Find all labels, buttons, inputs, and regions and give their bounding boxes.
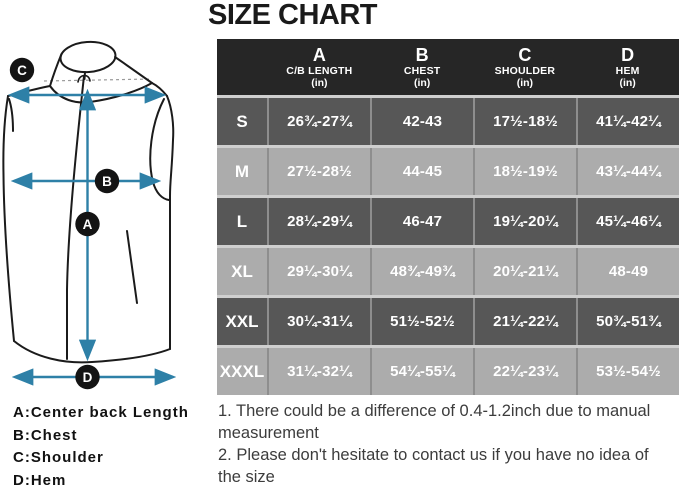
- cell-value: 20¼-21¼: [475, 248, 576, 295]
- cell-value: 31¼-32¼: [269, 348, 370, 395]
- header-unit: (in): [413, 76, 431, 89]
- cell-value: 50¾-51¾: [578, 298, 679, 345]
- marker-c-circle: [9, 57, 35, 83]
- cell-value: 43¼-44¼: [578, 148, 679, 195]
- header-label: CHEST: [403, 65, 441, 77]
- header-label: C/B LENGTH: [286, 65, 353, 77]
- marker-d-label: D: [83, 370, 93, 385]
- cell-value: 29¼-30¼: [269, 248, 370, 295]
- right-armhole-curve: [149, 98, 170, 201]
- size-label: XXXL: [217, 348, 267, 395]
- cell-value: 46-47: [372, 198, 473, 245]
- note-1: 1. There could be a difference of 0.4-1.…: [218, 402, 651, 442]
- left-side-seam: [2, 95, 15, 342]
- marker-a-circle: [75, 211, 100, 237]
- header-label: HEM: [615, 65, 640, 77]
- diagram-markers: C B A D: [9, 57, 120, 390]
- cell-value: 41¼-42¼: [578, 98, 679, 145]
- pocket-line: [126, 230, 138, 304]
- table-row-l: L 28¼-29¼ 46-47 19¼-20¼ 45¼-46¼: [217, 198, 679, 245]
- collar-left-edge: [49, 53, 63, 87]
- size-table-header: A C/B LENGTH (in) B CHEST (in) C SHOULDE…: [217, 39, 679, 95]
- legend-c: C:Shoulder: [13, 449, 104, 466]
- header-label: SHOULDER: [494, 65, 556, 77]
- marker-b-label: B: [102, 174, 112, 189]
- header-col-d: D HEM (in): [576, 46, 679, 88]
- cell-value: 26¾-27¾: [269, 98, 370, 145]
- cell-value: 51½-52½: [372, 298, 473, 345]
- cell-value: 27½-28½: [269, 148, 370, 195]
- cell-value: 44-45: [372, 148, 473, 195]
- table-row-xxxl: XXXL 31¼-32¼ 54¼-55¼ 22¼-23¼ 53½-54½: [217, 348, 679, 395]
- size-label: XXL: [217, 298, 267, 345]
- header-col-a: A C/B LENGTH (in): [268, 46, 371, 88]
- size-label: S: [217, 98, 267, 145]
- header-unit: (in): [311, 76, 328, 89]
- marker-a-label: A: [83, 217, 93, 232]
- table-row-m: M 27½-28½ 44-45 18½-19½ 43¼-44¼: [217, 148, 679, 195]
- cell-value: 22¼-23¼: [475, 348, 576, 395]
- size-table: A C/B LENGTH (in) B CHEST (in) C SHOULDE…: [217, 39, 679, 395]
- header-letter: A: [312, 45, 326, 65]
- cell-value: 30¼-31¼: [269, 298, 370, 345]
- size-label: XL: [217, 248, 267, 295]
- collar-bottom-edge: [49, 82, 153, 104]
- cell-value: 42-43: [372, 98, 473, 145]
- header-letter: D: [621, 45, 635, 65]
- marker-c-label: C: [17, 63, 27, 78]
- collar-seam-dashed-line: [43, 78, 153, 82]
- legend-b: B:Chest: [13, 426, 78, 444]
- table-row-xl: XL 29¼-30¼ 48¾-49¾ 20¼-21¼ 48-49: [217, 248, 679, 295]
- header-letter: C: [518, 45, 532, 65]
- size-label: L: [217, 198, 267, 245]
- cell-value: 17½-18½: [475, 98, 576, 145]
- cell-value: 45¼-46¼: [578, 198, 679, 245]
- page-title: SIZE CHART: [208, 0, 378, 31]
- hem-curve: [13, 340, 171, 364]
- vest-diagram: C B A D: [2, 40, 177, 390]
- notes: 1. There could be a difference of 0.4-1.…: [218, 400, 654, 488]
- collar-top: [59, 40, 117, 74]
- cell-value: 54¼-55¼: [372, 348, 473, 395]
- size-label: M: [217, 148, 267, 195]
- collar-right-edge: [114, 56, 153, 84]
- table-row-s: S 26¾-27¾ 42-43 17½-18½ 41¼-42¼: [217, 98, 679, 145]
- legend-a: A:Center back Length: [13, 404, 189, 421]
- marker-d-circle: [75, 364, 100, 390]
- legend-d: D:Hem: [13, 471, 67, 488]
- header-unit: (in): [619, 76, 636, 89]
- cell-value: 48¾-49¾: [372, 248, 473, 295]
- left-armhole-curve: [8, 98, 14, 132]
- cell-value: 48-49: [578, 248, 679, 295]
- note-2: 2. Please don't hesitate to contact us i…: [218, 446, 649, 486]
- marker-b-circle: [94, 168, 120, 194]
- cell-value: 21¼-22¼: [475, 298, 576, 345]
- header-col-b: B CHEST (in): [371, 46, 474, 88]
- cell-value: 18½-19½: [475, 148, 576, 195]
- cell-value: 53½-54½: [578, 348, 679, 395]
- header-col-c: C SHOULDER (in): [474, 46, 577, 88]
- cell-value: 28¼-29¼: [269, 198, 370, 245]
- measurement-legend: A:Center back Length B:Chest C:Shoulder …: [13, 402, 189, 488]
- header-unit: (in): [516, 76, 534, 89]
- cell-value: 19¼-20¼: [475, 198, 576, 245]
- right-side-seam: [166, 95, 175, 350]
- header-letter: B: [415, 45, 429, 65]
- table-row-xxl: XXL 30¼-31¼ 51½-52½ 21¼-22¼ 50¾-51¾: [217, 298, 679, 345]
